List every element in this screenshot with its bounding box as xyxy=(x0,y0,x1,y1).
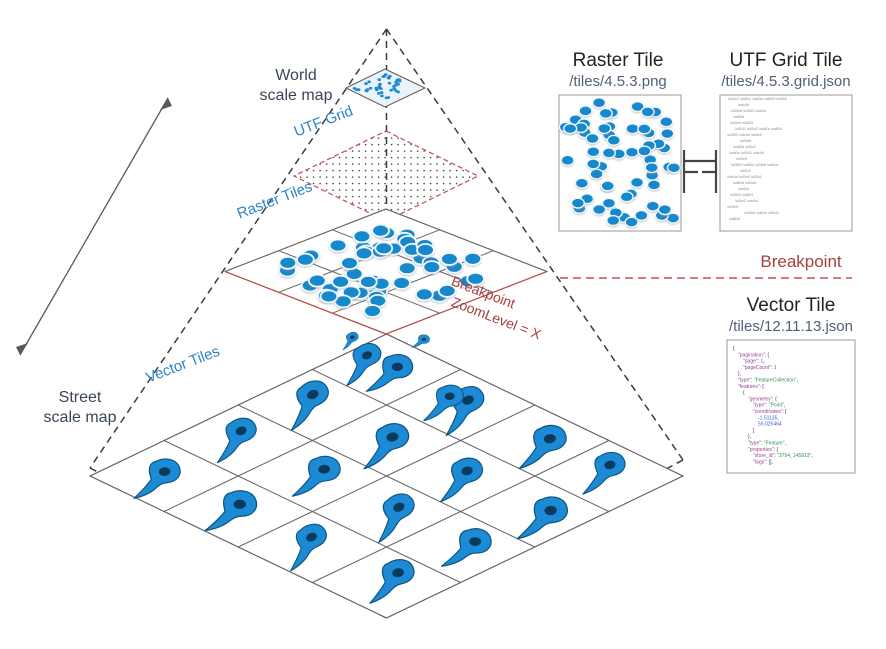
svg-text:"type": "Feature",: "type": "Feature", xyxy=(748,441,786,447)
svg-text:"coordinates": [: "coordinates": [ xyxy=(753,409,787,415)
svg-text:\u2603 \ud834 \u00e8 \udd1e: \u2603 \ud834 \u00e8 \udd1e xyxy=(731,163,778,167)
svg-text:\u00e9 \u2603: \u00e9 \u2603 xyxy=(730,121,753,125)
svg-text:"features": [: "features": [ xyxy=(738,384,764,390)
svg-text:\u00c2 \udd1e \ud83d \ud834 \u: \u00c2 \udd1e \ud83d \ud834 \u00e8 xyxy=(728,97,787,101)
svg-text:\u00e9: \u00e9 xyxy=(727,205,738,209)
svg-text:\u00e9: \u00e9 xyxy=(736,157,747,161)
svg-text:\u2603 \ud834: \u2603 \ud834 xyxy=(730,193,753,197)
svg-text:"xtore_id": "3754_145913",: "xtore_id": "3754_145913", xyxy=(753,453,813,459)
svg-text:\ud83d \u00e8: \ud83d \u00e8 xyxy=(733,181,756,185)
svg-text:55.025464: 55.025464 xyxy=(758,422,782,428)
svg-text:"tags": [],: "tags": [], xyxy=(753,459,773,465)
svg-text:\udc4d: \udc4d xyxy=(738,103,749,107)
svg-text:},: }, xyxy=(748,434,751,440)
svg-text:\udc4d \u00e9 \u0041: \udc4d \u00e9 \u0041 xyxy=(727,175,762,179)
svg-text:\u00e8: \u00e8 xyxy=(740,139,751,143)
svg-text:\u0041 \u00c2 \udd1e \ud834: \u0041 \u00c2 \udd1e \ud834 xyxy=(735,127,782,131)
svg-text:-1.51135,: -1.51135, xyxy=(758,415,779,421)
svg-text:"type": "FeatureCollection",: "type": "FeatureCollection", xyxy=(738,378,798,384)
svg-text:\udd1e \u0041 \udc4d: \udd1e \u0041 \udc4d xyxy=(729,151,764,155)
svg-text:\u00e8 \udd1e \u0041: \u00e8 \udd1e \u0041 xyxy=(744,211,779,215)
svg-text:\u00c2 \udc4d: \u00c2 \udc4d xyxy=(735,199,758,203)
svg-text:},: }, xyxy=(738,371,741,377)
svg-text:"properties": {: "properties": { xyxy=(748,447,779,453)
svg-text:"pagination": {: "pagination": { xyxy=(738,352,769,358)
svg-text:\ud83d \u00c2: \ud83d \u00c2 xyxy=(733,145,756,149)
svg-text:"pageCount": 1: "pageCount": 1 xyxy=(743,365,777,371)
svg-text:"geometry": {: "geometry": { xyxy=(748,396,777,402)
svg-text:"type": "Point",: "type": "Point", xyxy=(753,403,785,409)
svg-text:"page": 1,: "page": 1, xyxy=(743,359,765,365)
svg-text:\ud83d: \ud83d xyxy=(733,115,744,119)
svg-text:\udd1e: \udd1e xyxy=(738,187,749,191)
svg-text:\ud83d: \ud83d xyxy=(729,217,740,221)
svg-text:\u00e8 \u2603 \udd1e: \u00e8 \u2603 \udd1e xyxy=(731,109,766,113)
svg-text:\u2603 \udc4d \u00e9: \u2603 \udc4d \u00e9 xyxy=(727,133,762,137)
svg-text:\u00c2: \u00c2 xyxy=(740,169,751,173)
